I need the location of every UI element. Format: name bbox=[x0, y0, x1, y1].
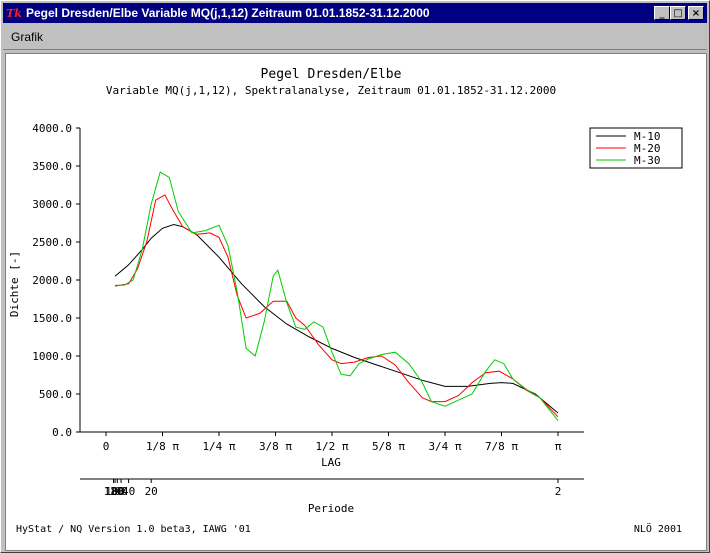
y-tick-label: 0.0 bbox=[52, 426, 72, 439]
periode-tick-label: 40 bbox=[122, 485, 135, 498]
periode-axis-label: Periode bbox=[308, 502, 354, 515]
periode-tick-label: 80 bbox=[111, 485, 124, 498]
close-button[interactable]: × bbox=[688, 6, 704, 20]
x-tick-label: 3/8 π bbox=[259, 440, 292, 453]
maximize-icon: □ bbox=[673, 7, 683, 19]
y-tick-label: 1000.0 bbox=[32, 350, 72, 363]
x-tick-label: π bbox=[555, 440, 562, 453]
footer-version: HyStat / NQ Version 1.0 beta3, IAWG '01 bbox=[16, 524, 251, 535]
axes: 0.0 500.0 1000.0 1500.0 2000.0 2500.0 3000.0 35… bbox=[32, 122, 584, 498]
chart-title: Pegel Dresden/Elbe bbox=[261, 67, 402, 82]
x-tick-label: 1/2 π bbox=[315, 440, 348, 453]
menu-bar: Grafik bbox=[3, 25, 707, 50]
menu-item-grafik[interactable]: Grafik bbox=[11, 30, 44, 44]
window-title: Pegel Dresden/Elbe Variable MQ(j,1,12) Z… bbox=[26, 6, 430, 20]
periode-tick-label: 100 bbox=[105, 485, 125, 498]
y-tick-label: 3500.0 bbox=[32, 160, 72, 173]
x-tick-label: 0 bbox=[103, 440, 110, 453]
y-tick-label: 3000.0 bbox=[32, 198, 72, 211]
y-tick-label: 4000.0 bbox=[32, 122, 72, 135]
x-tick-label: 7/8 π bbox=[485, 440, 518, 453]
close-icon: × bbox=[691, 7, 701, 19]
tk-feather-icon[interactable]: Tk bbox=[6, 6, 22, 20]
legend-label: M-10 bbox=[634, 130, 661, 143]
x-tick-label: 1/4 π bbox=[202, 440, 235, 453]
chart-canvas: Pegel Dresden/Elbe Variable MQ(j,1,12), … bbox=[5, 53, 707, 551]
x-tick-label: 5/8 π bbox=[372, 440, 405, 453]
footer-copyright: NLÖ 2001 bbox=[634, 522, 682, 535]
minimize-icon: _ bbox=[659, 7, 665, 19]
legend-label: M-20 bbox=[634, 142, 661, 155]
y-axis-label: Dichte [-] bbox=[8, 251, 21, 317]
y-tick-label: 500.0 bbox=[39, 388, 72, 401]
series-line-m-20 bbox=[114, 194, 559, 418]
y-tick-label: 2000.0 bbox=[32, 274, 72, 287]
legend-label: M-30 bbox=[634, 154, 661, 167]
minimize-button[interactable]: _ bbox=[654, 6, 670, 20]
maximize-button[interactable]: □ bbox=[670, 6, 686, 20]
x-tick-label: 3/4 π bbox=[428, 440, 461, 453]
legend: M-10M-20M-30 bbox=[589, 127, 683, 169]
x-axis-label: LAG bbox=[321, 456, 341, 469]
y-tick-label: 1500.0 bbox=[32, 312, 72, 325]
chart-subtitle: Variable MQ(j,1,12), Spektralanalyse, Ze… bbox=[106, 84, 556, 97]
series-lines bbox=[114, 171, 559, 421]
periode-tick-label: 20 bbox=[145, 485, 158, 498]
spectral-chart: Pegel Dresden/Elbe Variable MQ(j,1,12), … bbox=[8, 67, 683, 535]
y-tick-label: 2500.0 bbox=[32, 236, 72, 249]
series-line-m-10 bbox=[114, 223, 559, 414]
window-controls: _ □ × bbox=[654, 6, 704, 20]
periode-tick-label: 120 bbox=[104, 485, 124, 498]
periode-tick-label: 2 bbox=[555, 485, 562, 498]
series-line-m-30 bbox=[115, 171, 559, 421]
periode-tick-label: 60 bbox=[114, 485, 127, 498]
x-tick-label: 1/8 π bbox=[146, 440, 179, 453]
title-bar[interactable]: Tk Pegel Dresden/Elbe Variable MQ(j,1,12… bbox=[3, 3, 707, 23]
